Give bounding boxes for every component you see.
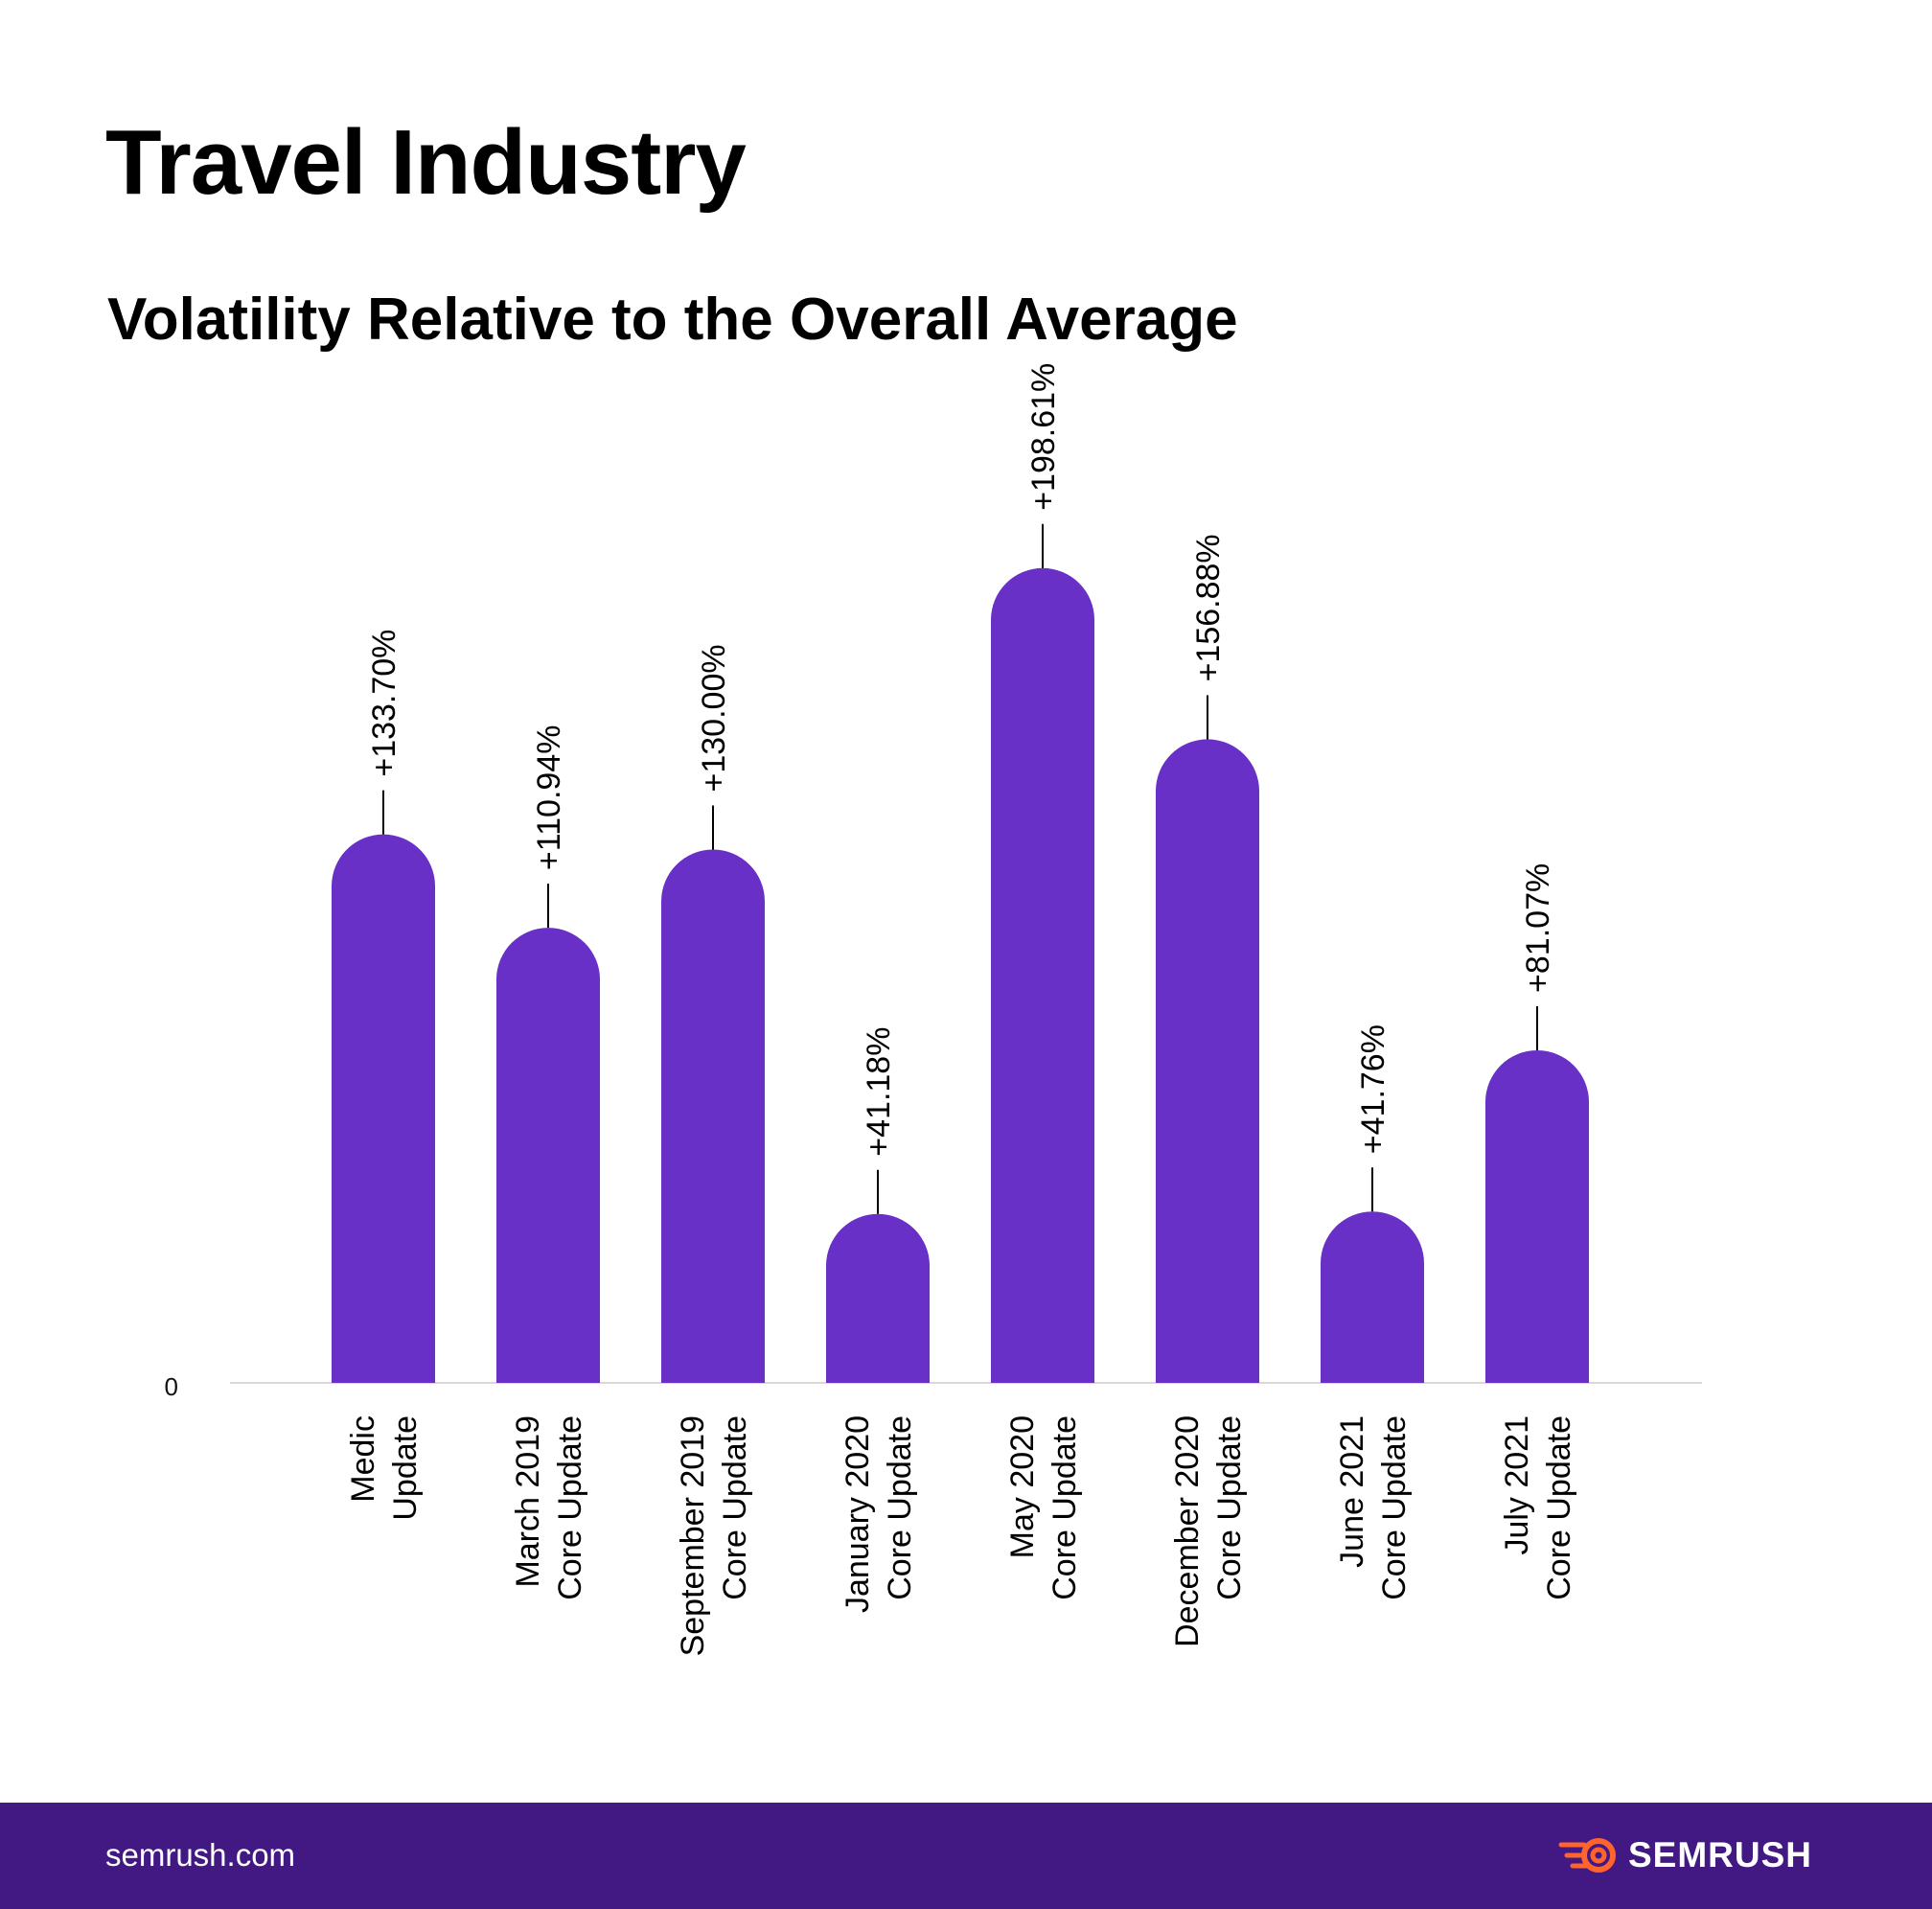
x-tick-label: Core Update	[552, 1415, 588, 1600]
bar	[1156, 739, 1259, 1383]
x-tick-label: Core Update	[1046, 1415, 1083, 1600]
x-tick-label: January 2020	[840, 1415, 876, 1613]
data-label: +110.94%	[531, 725, 567, 871]
x-tick-label: Update	[387, 1415, 424, 1521]
semrush-flame-icon	[1558, 1838, 1616, 1873]
chart-plot-area: 0+133.70%Medic Update+110.94%March 2019 Co…	[165, 363, 1702, 1656]
data-label: +41.76%	[1355, 1024, 1392, 1154]
brand-logo[interactable]: SEMRUSH	[1557, 1831, 1812, 1879]
data-label: +198.61%	[1025, 363, 1062, 511]
bar	[661, 849, 765, 1383]
bar	[1321, 1211, 1424, 1383]
bar	[332, 834, 435, 1383]
data-label: +133.70%	[366, 630, 402, 777]
x-tick-label: Core Update	[1211, 1415, 1248, 1600]
x-tick-label: Core Update	[1376, 1415, 1413, 1600]
x-tick-label: June 2021	[1334, 1415, 1370, 1568]
bar	[1485, 1049, 1589, 1383]
x-tick-label: December 2020	[1169, 1415, 1206, 1647]
x-tick-label: Core Update	[1541, 1415, 1577, 1600]
y-tick-label: 0	[165, 1372, 178, 1401]
bar-chart: 0+133.70%Medic Update+110.94%March 2019 Co…	[165, 363, 1702, 1656]
data-label: +156.88%	[1190, 534, 1227, 681]
data-label: +81.07%	[1520, 863, 1556, 993]
x-tick-label: September 2019	[675, 1415, 711, 1656]
x-tick-label: Core Update	[882, 1415, 918, 1600]
x-tick-label: March 2019	[510, 1415, 546, 1588]
footer-site-link[interactable]: semrush.com	[105, 1837, 296, 1873]
bar	[496, 928, 600, 1383]
footer-bar: semrush.com SEMRUSH	[0, 1803, 1932, 1909]
brand-name: SEMRUSH	[1628, 1835, 1813, 1874]
bar	[991, 567, 1094, 1383]
data-label: +130.00%	[696, 644, 732, 792]
x-tick-label: Medic	[345, 1415, 381, 1503]
chart-subtitle: Volatility Relative to the Overall Avera…	[107, 287, 1238, 353]
bar	[826, 1213, 930, 1383]
x-tick-label: Core Update	[717, 1415, 753, 1600]
page-title: Travel Industry	[105, 111, 747, 214]
data-label: +41.18%	[861, 1027, 897, 1157]
x-tick-label: July 2021	[1499, 1415, 1535, 1555]
x-tick-label: May 2020	[1004, 1415, 1041, 1558]
